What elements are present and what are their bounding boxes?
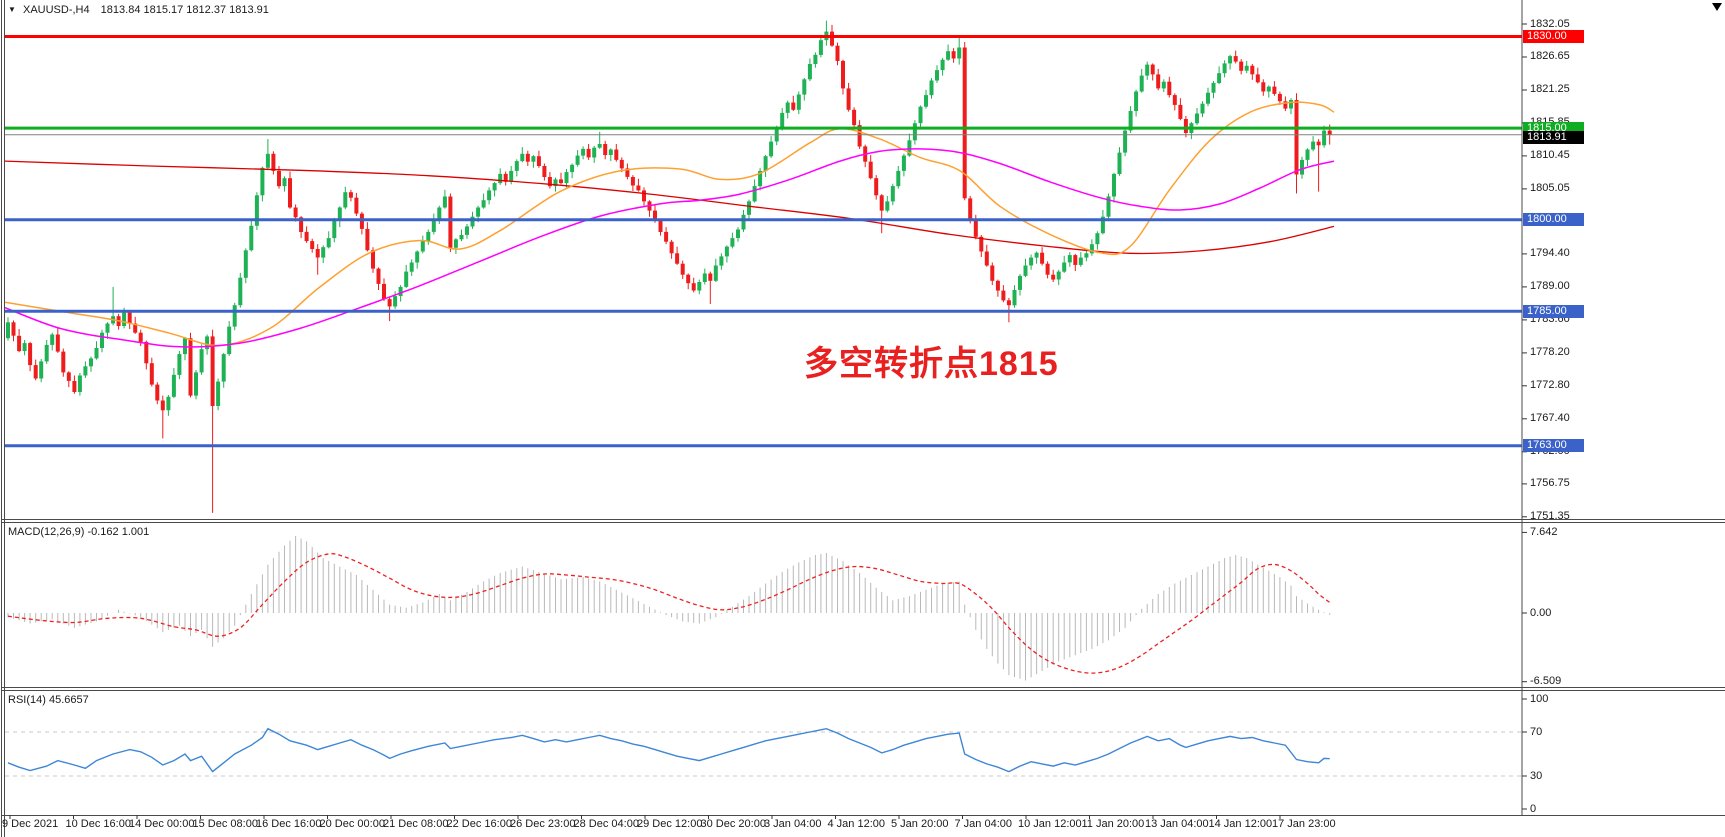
price-axis-label: 1778.20	[1530, 346, 1570, 359]
time-axis-label: 29 Dec 12:00	[637, 818, 703, 830]
price-badge-1800.00: 1800.00	[1523, 213, 1584, 227]
time-axis-label: 15 Dec 08:00	[192, 818, 258, 830]
time-axis-label: 21 Dec 08:00	[383, 818, 449, 830]
symbol-dropdown-icon[interactable]: ▼	[8, 5, 16, 14]
time-axis-label: 13 Jan 04:00	[1145, 818, 1209, 830]
macd-indicator-label: MACD(12,26,9) -0.162 1.001	[8, 526, 150, 538]
price-axis-label: 1805.05	[1530, 182, 1570, 195]
time-axis-label: 30 Dec 20:00	[700, 818, 766, 830]
price-axis-label: 1826.65	[1530, 50, 1570, 63]
macd-axis-label: 0.00	[1530, 606, 1552, 619]
price-badge-1763.00: 1763.00	[1523, 439, 1584, 453]
macd-axis-label: 7.642	[1530, 525, 1558, 538]
time-axis-label: 10 Dec 16:00	[65, 818, 131, 830]
rsi-axis-label: 0	[1530, 802, 1537, 815]
rsi-axis-label: 100	[1530, 692, 1549, 705]
rsi-line	[7, 727, 1330, 773]
time-axis-label: 11 Jan 20:00	[1081, 818, 1145, 830]
rsi-axis-label: 30	[1530, 769, 1543, 782]
chart-title: ▼ XAUUSD-,H4 1813.84 1815.17 1812.37 181…	[8, 4, 269, 16]
ma-magenta-line	[4, 148, 1335, 348]
time-axis-label: 16 Dec 16:00	[256, 818, 322, 830]
rsi-axis-label: 70	[1530, 725, 1543, 738]
price-axis-label: 1821.25	[1530, 83, 1570, 96]
price-axis-label: 1772.80	[1530, 379, 1570, 392]
candle-bodies	[6, 31, 1332, 411]
price-axis-label: 1794.40	[1530, 247, 1570, 260]
price-axis-label: 1751.35	[1530, 510, 1570, 523]
price-axis-label: 1832.05	[1530, 17, 1570, 30]
time-axis-label: 9 Dec 2021	[2, 818, 59, 830]
price-axis-label: 1756.75	[1530, 477, 1570, 490]
price-axis-label: 1810.45	[1530, 149, 1570, 162]
macd-histogram	[7, 536, 1331, 681]
chart-corner-marker-icon	[1712, 3, 1722, 11]
time-axis-label: 26 Dec 23:00	[510, 818, 576, 830]
price-axis-label: 1789.00	[1530, 280, 1570, 293]
macd-signal-line	[7, 553, 1331, 674]
ma-red-line	[4, 160, 1335, 255]
time-axis-label: 17 Jan 23:00	[1272, 818, 1336, 830]
time-axis-label: 4 Jan 12:00	[827, 818, 886, 830]
time-axis-label: 14 Dec 00:00	[129, 818, 195, 830]
time-axis-label: 10 Jan 12:00	[1018, 818, 1082, 830]
time-axis-label: 20 Dec 00:00	[319, 818, 385, 830]
ohlc-quote-label: 1813.84 1815.17 1812.37 1813.91	[100, 4, 269, 16]
price-badge-1785.00: 1785.00	[1523, 304, 1584, 318]
time-axis-label: 3 Jan 04:00	[764, 818, 822, 830]
time-axis-label: 22 Dec 16:00	[446, 818, 512, 830]
time-axis-label: 28 Dec 04:00	[573, 818, 639, 830]
price-badge-1830.00: 1830.00	[1523, 30, 1584, 44]
price-axis-label: 1767.40	[1530, 412, 1570, 425]
time-axis-label: 5 Jan 20:00	[891, 818, 949, 830]
price-badge-1813.91: 1813.91	[1523, 131, 1584, 145]
axis-ticks	[9, 23, 1527, 819]
rsi-indicator-label: RSI(14) 45.6657	[8, 694, 89, 706]
time-axis-label: 7 Jan 04:00	[954, 818, 1013, 830]
ma-orange-line	[4, 101, 1335, 347]
time-axis-label: 14 Jan 12:00	[1208, 818, 1273, 830]
annotation-text[interactable]: 多空转折点1815	[804, 345, 1059, 383]
candle-wicks	[7, 20, 1331, 513]
macd-axis-label: -6.509	[1530, 675, 1562, 688]
symbol-timeframe-label: XAUUSD-,H4	[22, 4, 90, 16]
